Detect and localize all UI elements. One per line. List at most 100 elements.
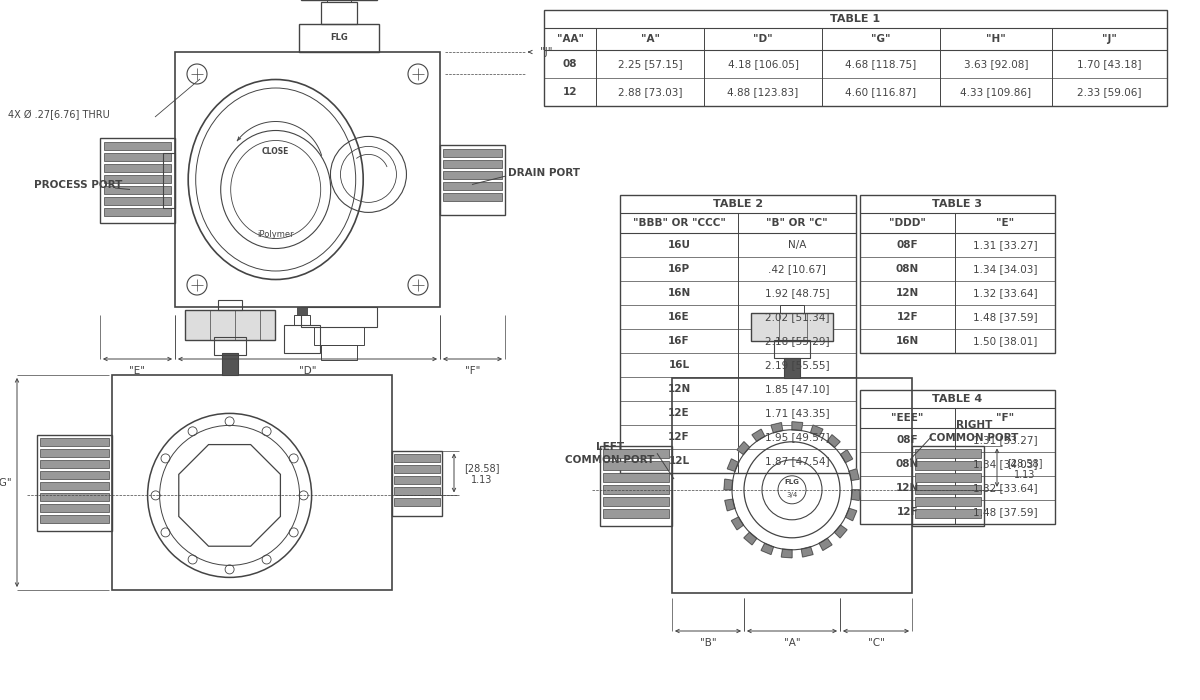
Text: "BBB" OR "CCC": "BBB" OR "CCC" — [632, 218, 726, 228]
Bar — [298, 307, 307, 315]
Text: 1.13: 1.13 — [472, 475, 493, 485]
Bar — [322, 345, 358, 360]
Polygon shape — [827, 435, 840, 447]
Bar — [916, 484, 982, 494]
Polygon shape — [802, 547, 814, 557]
Text: 2.25 [57.15]: 2.25 [57.15] — [618, 59, 683, 69]
Polygon shape — [781, 549, 792, 558]
Text: "A": "A" — [784, 638, 800, 648]
Text: [28.58]: [28.58] — [1007, 458, 1043, 468]
Bar — [751, 313, 833, 341]
Text: RIGHT: RIGHT — [956, 420, 992, 430]
Bar — [104, 186, 172, 193]
Text: 1.87 [47.54]: 1.87 [47.54] — [764, 456, 829, 466]
Text: "DDD": "DDD" — [889, 218, 926, 228]
Polygon shape — [737, 442, 750, 454]
Text: "J": "J" — [1102, 34, 1117, 44]
Text: 1.48 [37.59]: 1.48 [37.59] — [973, 312, 1037, 322]
Bar — [100, 137, 175, 223]
Polygon shape — [770, 423, 782, 433]
Text: 12: 12 — [563, 87, 577, 97]
Bar — [112, 375, 392, 590]
Text: 16N: 16N — [667, 288, 691, 298]
Text: "E": "E" — [130, 366, 145, 376]
Polygon shape — [834, 525, 847, 538]
Bar — [104, 153, 172, 160]
Polygon shape — [810, 425, 823, 436]
Bar — [443, 193, 502, 200]
Text: "J": "J" — [540, 47, 552, 57]
Text: 16N: 16N — [896, 336, 919, 346]
Text: "EEE": "EEE" — [892, 413, 924, 423]
Text: 12E: 12E — [668, 408, 690, 418]
Text: 16E: 16E — [668, 312, 690, 322]
Bar — [104, 207, 172, 216]
Bar — [394, 454, 440, 461]
Polygon shape — [744, 532, 757, 545]
Text: TABLE 2: TABLE 2 — [713, 199, 763, 209]
Text: FLG: FLG — [785, 479, 799, 485]
Text: 1.32 [33.64]: 1.32 [33.64] — [973, 483, 1037, 493]
Text: 16L: 16L — [668, 360, 690, 370]
Bar — [443, 148, 502, 157]
Bar — [443, 181, 502, 190]
Text: DRAIN PORT: DRAIN PORT — [508, 168, 580, 178]
Bar — [443, 160, 502, 167]
Text: "D": "D" — [299, 366, 317, 376]
Text: "D": "D" — [754, 34, 773, 44]
Bar — [40, 438, 109, 445]
Text: 16P: 16P — [668, 264, 690, 274]
Text: 08N: 08N — [896, 459, 919, 469]
Text: 1.70 [43.18]: 1.70 [43.18] — [1078, 59, 1141, 69]
Bar — [916, 461, 982, 470]
Text: 12N: 12N — [896, 483, 919, 493]
Text: 16F: 16F — [668, 336, 690, 346]
Text: "C": "C" — [868, 638, 884, 648]
Text: 2.02 [51.34]: 2.02 [51.34] — [764, 312, 829, 322]
Bar — [40, 514, 109, 522]
Text: "AA": "AA" — [557, 34, 583, 44]
Text: PROCESS PORT: PROCESS PORT — [34, 180, 122, 190]
Bar — [214, 337, 246, 355]
Text: 08F: 08F — [896, 435, 918, 445]
Bar — [40, 459, 109, 468]
Polygon shape — [851, 490, 860, 500]
Text: .42 [10.67]: .42 [10.67] — [768, 264, 826, 274]
Bar — [175, 52, 440, 307]
Text: 12F: 12F — [896, 312, 918, 322]
Text: 12L: 12L — [668, 456, 690, 466]
Polygon shape — [761, 543, 774, 554]
Bar — [394, 465, 440, 472]
Bar — [392, 451, 442, 515]
Text: 1.48 [37.59]: 1.48 [37.59] — [973, 507, 1037, 517]
Bar — [222, 353, 238, 375]
Text: 1.92 [48.75]: 1.92 [48.75] — [764, 288, 829, 298]
Polygon shape — [846, 508, 857, 521]
Bar — [440, 144, 505, 214]
Bar — [860, 195, 1055, 353]
Bar — [604, 449, 670, 458]
Bar — [394, 475, 440, 484]
Bar — [780, 305, 804, 313]
Bar — [860, 390, 1055, 524]
Bar — [443, 171, 502, 178]
Text: TABLE 1: TABLE 1 — [830, 14, 881, 24]
Bar — [104, 164, 172, 172]
Bar — [217, 300, 241, 310]
Text: 12N: 12N — [667, 384, 691, 394]
Text: "F": "F" — [996, 413, 1014, 423]
Text: 1.85 [47.10]: 1.85 [47.10] — [764, 384, 829, 394]
Text: LEFT: LEFT — [596, 442, 624, 452]
Text: 1.32 [33.64]: 1.32 [33.64] — [973, 288, 1037, 298]
Text: 1.31 [33.27]: 1.31 [33.27] — [973, 240, 1037, 250]
Bar — [916, 496, 982, 505]
Bar — [37, 435, 112, 531]
Text: 3/4: 3/4 — [786, 492, 798, 498]
Bar — [104, 174, 172, 183]
Polygon shape — [752, 429, 764, 441]
Polygon shape — [732, 517, 744, 530]
Bar — [284, 325, 320, 353]
Bar — [394, 486, 440, 494]
Text: 1.34 [34.03]: 1.34 [34.03] — [973, 459, 1037, 469]
Bar — [314, 327, 365, 345]
